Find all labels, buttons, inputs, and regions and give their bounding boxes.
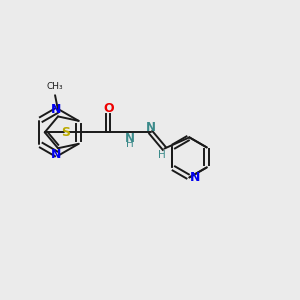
Text: N: N (146, 121, 156, 134)
Text: N: N (51, 103, 62, 116)
Text: O: O (103, 102, 114, 115)
Text: S: S (61, 126, 70, 139)
Text: N: N (51, 148, 62, 161)
Text: N: N (190, 171, 200, 184)
Text: H: H (126, 139, 134, 148)
Text: H: H (158, 150, 165, 160)
Text: CH₃: CH₃ (47, 82, 63, 91)
Text: N: N (124, 132, 135, 145)
